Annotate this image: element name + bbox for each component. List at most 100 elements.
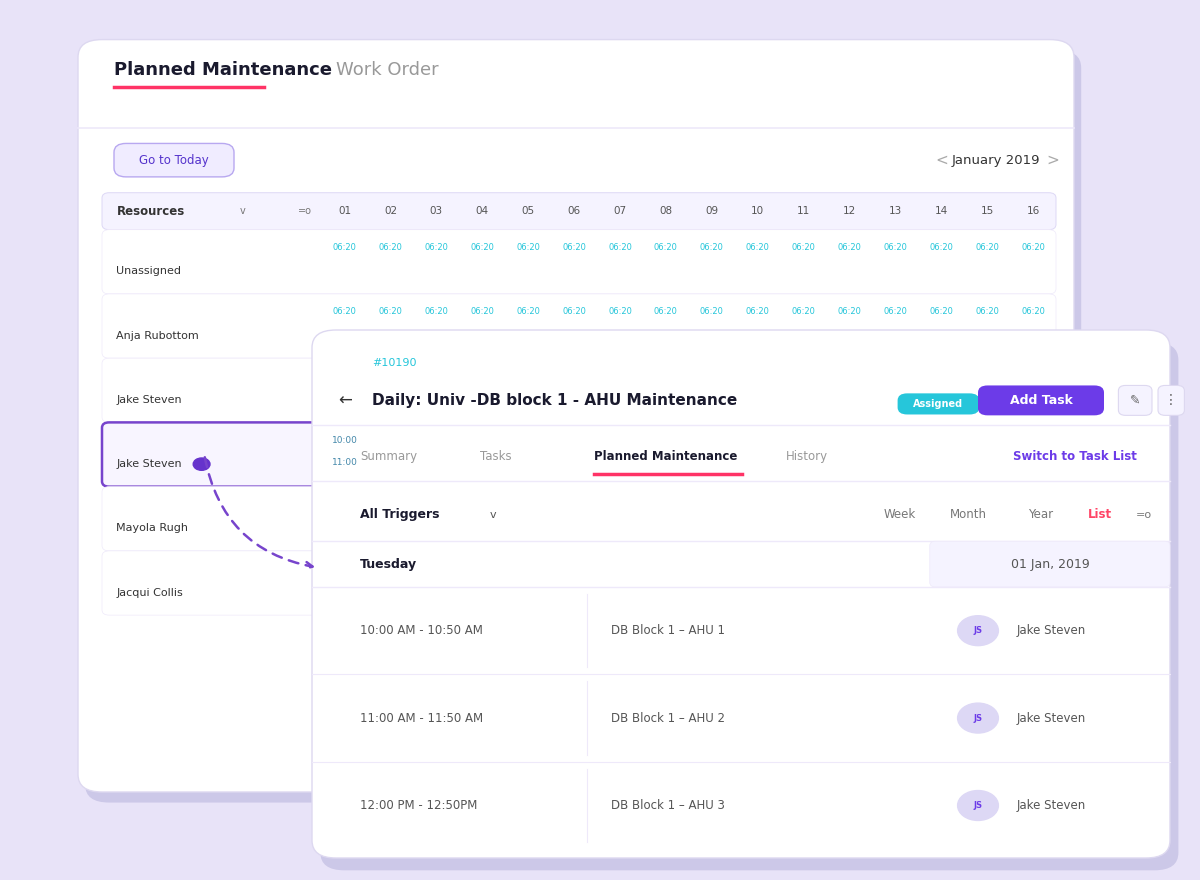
Text: 06:20: 06:20 bbox=[745, 371, 769, 381]
Text: v: v bbox=[240, 206, 246, 216]
Text: Unassigned: Unassigned bbox=[116, 267, 181, 276]
Text: 06:20: 06:20 bbox=[1021, 307, 1045, 317]
Text: 06:20: 06:20 bbox=[332, 371, 356, 381]
Text: 11:00 AM - 11:50 AM: 11:00 AM - 11:50 AM bbox=[360, 712, 484, 724]
Text: 12: 12 bbox=[842, 206, 856, 216]
Text: 06:20: 06:20 bbox=[838, 371, 862, 381]
Circle shape bbox=[958, 790, 998, 820]
Text: 06:20: 06:20 bbox=[562, 243, 586, 253]
Text: 06:20: 06:20 bbox=[976, 500, 1000, 510]
Text: 06:20: 06:20 bbox=[700, 371, 724, 381]
Text: DB Block 1 – AHU 3: DB Block 1 – AHU 3 bbox=[611, 799, 725, 812]
Text: 06:20: 06:20 bbox=[332, 307, 356, 317]
Circle shape bbox=[193, 458, 210, 470]
Text: 06:20: 06:20 bbox=[883, 371, 907, 381]
Text: 06:20: 06:20 bbox=[929, 307, 953, 317]
Text: 06: 06 bbox=[568, 206, 581, 216]
Text: 06:20: 06:20 bbox=[1021, 500, 1045, 510]
FancyBboxPatch shape bbox=[978, 385, 1104, 415]
Text: 06:20: 06:20 bbox=[700, 243, 724, 253]
Text: 04: 04 bbox=[475, 206, 488, 216]
Text: 06:20: 06:20 bbox=[332, 243, 356, 253]
Text: 06:20: 06:20 bbox=[792, 564, 816, 574]
Text: 06:20: 06:20 bbox=[838, 307, 862, 317]
Text: 06:20: 06:20 bbox=[332, 500, 356, 510]
Text: 06:20: 06:20 bbox=[1021, 371, 1045, 381]
FancyBboxPatch shape bbox=[102, 294, 1056, 358]
Text: ⋮: ⋮ bbox=[1164, 393, 1178, 407]
Text: Summary: Summary bbox=[360, 451, 418, 463]
Text: 06:20: 06:20 bbox=[654, 307, 678, 317]
Text: Mayola Rugh: Mayola Rugh bbox=[116, 524, 188, 533]
Text: 06:20: 06:20 bbox=[516, 564, 540, 574]
Text: 06:20: 06:20 bbox=[792, 500, 816, 510]
Text: 14: 14 bbox=[935, 206, 948, 216]
Text: 09: 09 bbox=[706, 206, 719, 216]
Text: 06:20: 06:20 bbox=[654, 243, 678, 253]
Text: Switch to Task List: Switch to Task List bbox=[1013, 451, 1136, 463]
Text: 06:20: 06:20 bbox=[700, 564, 724, 574]
Text: >: > bbox=[1046, 152, 1058, 168]
Text: 12:00 PM - 12:50PM: 12:00 PM - 12:50PM bbox=[360, 799, 478, 812]
Text: 06:20: 06:20 bbox=[425, 243, 449, 253]
FancyBboxPatch shape bbox=[320, 342, 1178, 870]
Text: Month: Month bbox=[950, 509, 986, 521]
Text: 06:20: 06:20 bbox=[378, 243, 402, 253]
FancyBboxPatch shape bbox=[323, 431, 366, 451]
Text: 06:20: 06:20 bbox=[425, 371, 449, 381]
Text: 06:20: 06:20 bbox=[425, 500, 449, 510]
Text: 06:20: 06:20 bbox=[470, 500, 494, 510]
Text: 06:20: 06:20 bbox=[1021, 243, 1045, 253]
FancyBboxPatch shape bbox=[312, 330, 1170, 858]
Text: 06:20: 06:20 bbox=[562, 307, 586, 317]
Text: □ 24: □ 24 bbox=[994, 395, 1022, 406]
Text: History: History bbox=[786, 451, 828, 463]
Text: 07: 07 bbox=[613, 206, 626, 216]
Text: Jake Steven: Jake Steven bbox=[116, 395, 182, 405]
Text: 06:20: 06:20 bbox=[608, 564, 632, 574]
Text: 06:20: 06:20 bbox=[470, 307, 494, 317]
FancyBboxPatch shape bbox=[1118, 385, 1152, 415]
FancyBboxPatch shape bbox=[930, 541, 1170, 587]
Text: 01 Jan, 2019: 01 Jan, 2019 bbox=[1010, 558, 1090, 570]
Text: All Triggers: All Triggers bbox=[360, 509, 439, 521]
Text: 06:20: 06:20 bbox=[792, 371, 816, 381]
Text: 06:20: 06:20 bbox=[516, 307, 540, 317]
Text: Anja Rubottom: Anja Rubottom bbox=[116, 331, 199, 341]
Text: 06:20: 06:20 bbox=[745, 500, 769, 510]
Text: Jake Steven: Jake Steven bbox=[1016, 712, 1086, 724]
Text: 06:20: 06:20 bbox=[883, 307, 907, 317]
Text: 10: 10 bbox=[751, 206, 764, 216]
Text: Work Order: Work Order bbox=[336, 62, 439, 79]
Text: JS: JS bbox=[973, 801, 983, 810]
Text: 11:00: 11:00 bbox=[331, 458, 358, 466]
Text: 06:20: 06:20 bbox=[700, 500, 724, 510]
Text: Jake Steven: Jake Steven bbox=[1016, 799, 1086, 812]
FancyBboxPatch shape bbox=[898, 393, 979, 414]
Text: 06:20: 06:20 bbox=[608, 371, 632, 381]
Text: v: v bbox=[490, 510, 497, 520]
Text: =o: =o bbox=[1135, 510, 1152, 520]
Text: 10:00: 10:00 bbox=[331, 436, 358, 445]
Text: 06:20: 06:20 bbox=[745, 307, 769, 317]
Text: Jacqui Collis: Jacqui Collis bbox=[116, 588, 184, 598]
Text: 06:20: 06:20 bbox=[745, 243, 769, 253]
Text: 06:20: 06:20 bbox=[792, 243, 816, 253]
Text: <: < bbox=[936, 152, 948, 168]
Text: 06:20: 06:20 bbox=[654, 371, 678, 381]
Text: 13: 13 bbox=[889, 206, 902, 216]
Text: 05: 05 bbox=[522, 206, 535, 216]
FancyBboxPatch shape bbox=[102, 230, 1056, 294]
Text: ✎ 5: ✎ 5 bbox=[1054, 395, 1074, 406]
Text: Year: Year bbox=[1028, 509, 1052, 521]
Text: 06:20: 06:20 bbox=[654, 564, 678, 574]
Text: DB Block 1 – AHU 2: DB Block 1 – AHU 2 bbox=[611, 712, 725, 724]
Text: 06:20: 06:20 bbox=[976, 243, 1000, 253]
FancyBboxPatch shape bbox=[102, 193, 1056, 230]
Text: 06:20: 06:20 bbox=[883, 243, 907, 253]
Text: 06:20: 06:20 bbox=[929, 371, 953, 381]
Text: 06:20: 06:20 bbox=[516, 243, 540, 253]
Text: 10:00 AM - 10:50 AM: 10:00 AM - 10:50 AM bbox=[360, 624, 482, 637]
Text: 02: 02 bbox=[384, 206, 397, 216]
Text: Tuesday: Tuesday bbox=[360, 558, 418, 570]
